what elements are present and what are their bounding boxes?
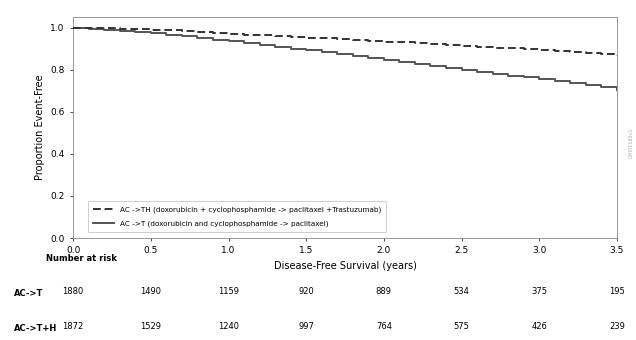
Text: 575: 575 xyxy=(453,322,469,331)
Text: 1490: 1490 xyxy=(141,287,162,296)
Text: 1159: 1159 xyxy=(218,287,239,296)
Text: 1872: 1872 xyxy=(62,322,84,331)
Text: 426: 426 xyxy=(531,322,547,331)
Text: 997: 997 xyxy=(298,322,314,331)
X-axis label: Disease-Free Survival (years): Disease-Free Survival (years) xyxy=(273,261,417,271)
Text: 920: 920 xyxy=(298,287,314,296)
Y-axis label: Proportion Event-Free: Proportion Event-Free xyxy=(35,75,45,180)
Text: 239: 239 xyxy=(609,322,625,331)
Text: 195: 195 xyxy=(609,287,625,296)
Text: 1880: 1880 xyxy=(62,287,84,296)
Text: AC->T: AC->T xyxy=(14,289,43,298)
Text: Number at risk: Number at risk xyxy=(46,254,117,263)
Text: 764: 764 xyxy=(376,322,392,331)
Text: 375: 375 xyxy=(531,287,547,296)
Legend: AC ->TH (doxorubicin + cyclophosphamide -> paclitaxel +Trastuzumab), AC ->T (dox: AC ->TH (doxorubicin + cyclophosphamide … xyxy=(88,201,387,232)
Text: AC->T+H: AC->T+H xyxy=(14,324,57,333)
Text: GHI01185v1: GHI01185v1 xyxy=(628,128,633,158)
Text: 889: 889 xyxy=(376,287,392,296)
Text: 534: 534 xyxy=(453,287,469,296)
Text: 1240: 1240 xyxy=(218,322,239,331)
Text: 1529: 1529 xyxy=(141,322,162,331)
